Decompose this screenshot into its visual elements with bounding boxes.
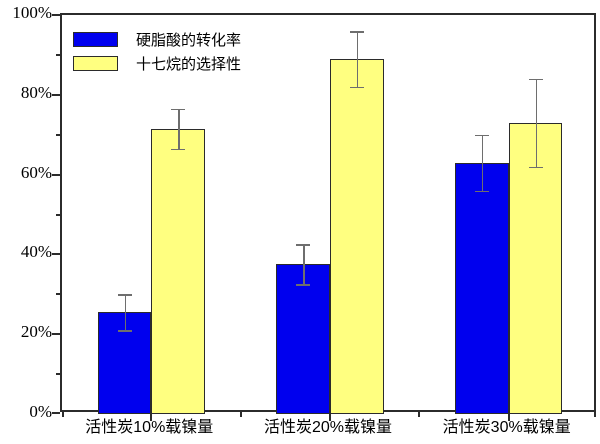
error-bar-cap [474,190,489,193]
error-bar-line [535,78,537,167]
bar-selectivity-group-3 [508,122,563,414]
x-minor-tick [239,412,242,417]
y-minor-tick [56,293,60,296]
y-minor-tick [56,53,60,56]
y-major-tick [52,253,60,256]
error-bar-cap [171,148,186,151]
plot-area: 硬脂酸的转化率 十七烷的选择性 [52,13,596,421]
legend-entry-selectivity: 十七烷的选择性 [73,51,241,75]
y-major-tick [52,412,60,414]
x-major-tick [329,412,331,421]
error-bar-cap [117,330,132,332]
y-tick-label: 20% [20,322,52,342]
x-category-label: 活性炭20%载镍量 [263,419,393,436]
error-bar-cap [474,134,489,137]
error-bar-cap [296,284,311,286]
error-bar-cap [117,294,132,296]
legend: 硬脂酸的转化率 十七烷的选择性 [73,27,241,75]
y-tick-label: 80% [20,82,52,102]
y-tick-label: 100% [12,3,52,22]
x-major-tick [507,412,510,421]
x-minor-tick [62,412,64,417]
x-category-label: 活性炭30%载镍量 [442,419,571,436]
legend-swatch-yellow [73,55,118,71]
bar-selectivity-group-2 [330,58,384,414]
error-bar-cap [349,86,364,89]
error-bar-line [124,294,126,331]
y-minor-tick [56,133,60,136]
x-minor-tick [594,412,596,417]
y-major-tick [52,173,60,176]
error-bar-cap [528,78,543,81]
y-minor-tick [56,373,60,376]
y-major-tick [52,333,60,336]
error-bar-line [356,31,359,87]
bar-conversion-group-3 [455,162,509,414]
bar-selectivity-group-1 [151,128,205,414]
error-bar-cap [171,108,186,111]
legend-label-conversion: 硬脂酸的转化率 [136,31,242,49]
error-bar-line [178,108,180,149]
y-minor-tick [56,213,60,216]
x-minor-tick [418,412,421,417]
y-tick-label: 60% [20,162,52,182]
bar-conversion-group-1 [97,312,152,414]
error-bar-cap [349,31,364,33]
error-bar-line [303,244,305,285]
bar-conversion-group-2 [276,264,330,414]
x-category-label: 活性炭10%载镍量 [85,419,214,436]
error-bar-cap [528,166,543,169]
y-tick-label: 40% [20,242,52,262]
y-tick-label: 0% [29,402,52,421]
x-major-tick [150,412,153,421]
error-bar-cap [296,244,311,246]
legend-swatch-blue [73,31,118,47]
legend-entry-conversion: 硬脂酸的转化率 [73,27,241,51]
error-bar-line [481,134,484,191]
y-major-tick [52,93,60,96]
y-major-tick [52,14,60,16]
legend-label-selectivity: 十七烷的选择性 [136,55,242,73]
